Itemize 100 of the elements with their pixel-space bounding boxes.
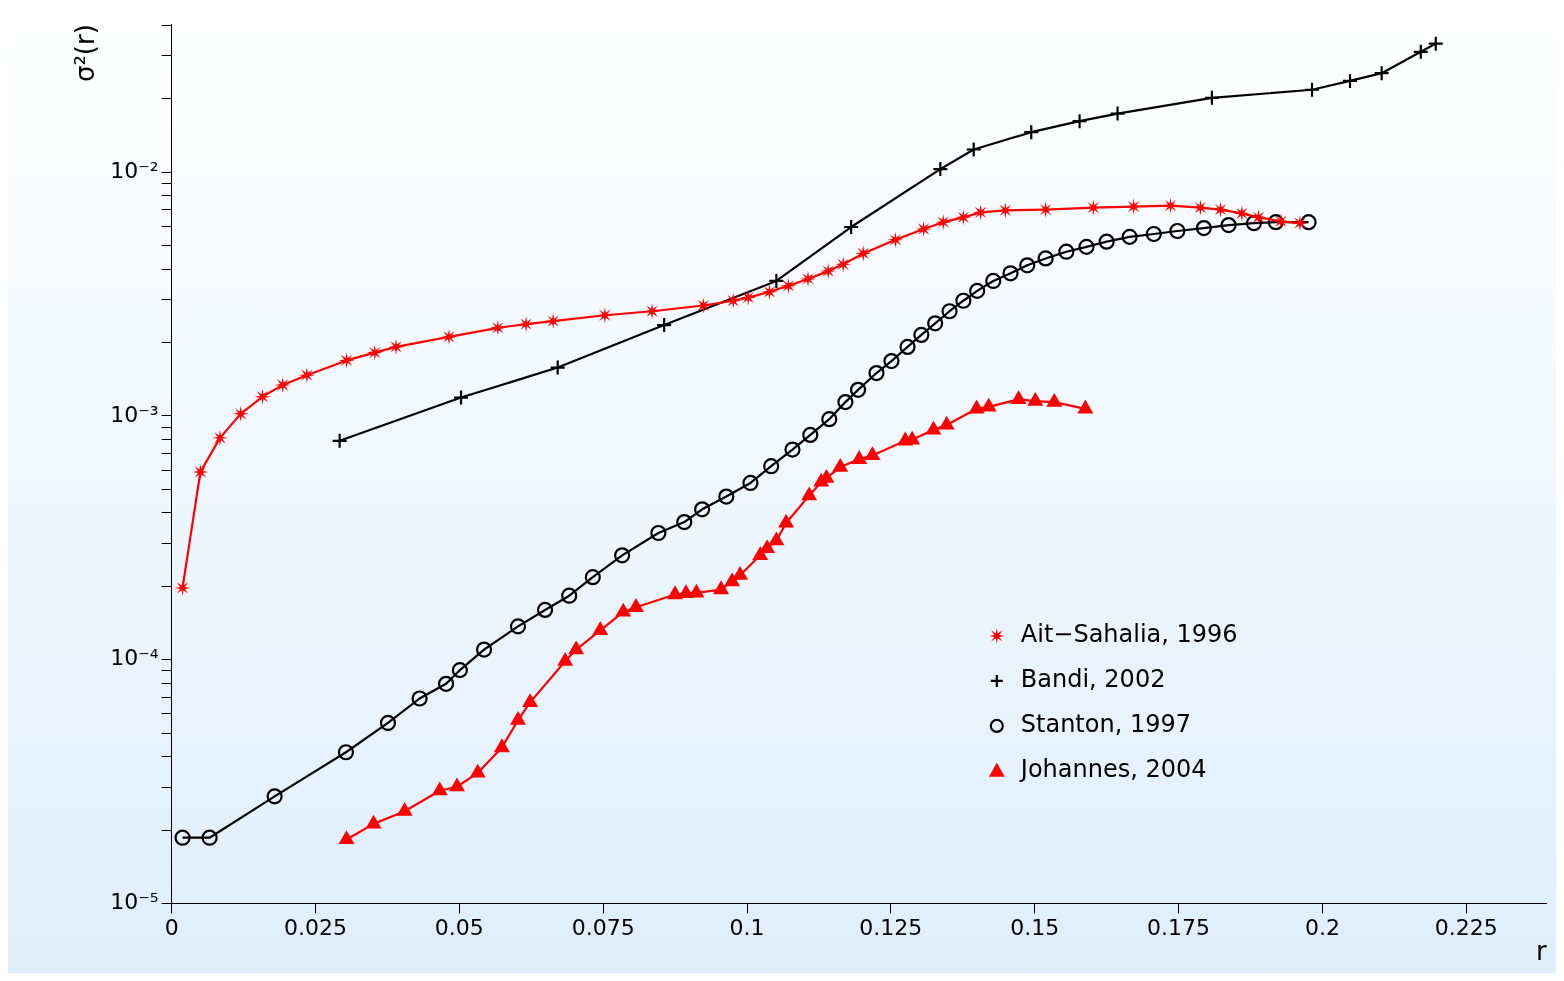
point (972, 204, 989, 221)
point (1195, 220, 1212, 237)
point (835, 256, 852, 273)
x-tick-label: 0.1 (729, 915, 765, 941)
point (1291, 215, 1308, 232)
x-tick-label: 0.175 (1147, 915, 1211, 941)
point (489, 319, 506, 336)
point (558, 653, 573, 666)
point (174, 829, 191, 846)
point (913, 326, 930, 344)
point (452, 389, 470, 406)
y-axis-title: σ²(r) (70, 24, 101, 83)
point (593, 622, 608, 635)
point (211, 429, 228, 446)
point (174, 579, 191, 596)
point (616, 603, 631, 617)
point (266, 788, 283, 805)
point (411, 690, 428, 707)
point (449, 778, 465, 792)
point (379, 714, 397, 732)
point (865, 447, 880, 460)
point (437, 675, 455, 692)
point (849, 381, 867, 398)
point (724, 573, 740, 587)
point (802, 426, 819, 444)
point (337, 744, 355, 761)
point (451, 662, 468, 679)
point (1267, 214, 1284, 231)
point (759, 540, 775, 554)
point (915, 221, 932, 237)
point (955, 292, 972, 309)
point (883, 352, 900, 370)
point (536, 601, 554, 619)
y-tick-label: 10⁻⁴ (110, 645, 159, 671)
point (470, 764, 485, 778)
legend-label: Ait−Sahalia, 1996 (1020, 620, 1238, 649)
point (1002, 265, 1019, 282)
point (1220, 216, 1237, 234)
point (1078, 238, 1095, 255)
point (1233, 205, 1250, 222)
point (1047, 394, 1062, 407)
point (1037, 250, 1054, 267)
x-tick-label: 0.15 (1010, 915, 1060, 941)
legend-label: Stanton, 1997 (1020, 710, 1191, 739)
point (718, 488, 735, 505)
point (1078, 400, 1093, 414)
point (596, 307, 613, 324)
point (232, 405, 249, 422)
point (784, 441, 801, 458)
x-tick-label: 0.125 (859, 915, 923, 941)
point (678, 585, 694, 599)
point (192, 463, 209, 480)
point (1427, 35, 1444, 52)
point (509, 618, 527, 635)
point (769, 532, 784, 546)
y-tick-label: 10⁻² (110, 157, 159, 183)
point (561, 587, 578, 604)
point (927, 315, 944, 332)
x-tick-label: 0.05 (434, 915, 484, 941)
point (1192, 199, 1209, 216)
point (1245, 215, 1263, 232)
point (1098, 233, 1115, 250)
point (713, 581, 729, 595)
point (694, 501, 711, 518)
point (868, 364, 885, 382)
point (1300, 214, 1317, 231)
point (628, 599, 644, 612)
point (1058, 243, 1075, 260)
point (1169, 222, 1186, 240)
point (820, 263, 837, 280)
point (761, 283, 778, 300)
point (510, 712, 526, 725)
point (366, 815, 381, 829)
point (740, 289, 757, 306)
point (676, 513, 693, 531)
point (939, 416, 954, 430)
point (955, 209, 972, 226)
x-tick-label: 0.025 (283, 915, 347, 941)
point (366, 344, 383, 361)
point (833, 458, 848, 472)
point (732, 567, 748, 580)
point (725, 292, 742, 309)
point (855, 245, 872, 262)
point (763, 458, 780, 475)
x-tick-label: 0.075 (571, 915, 635, 941)
x-axis-title: r (1536, 936, 1548, 967)
point (852, 451, 867, 464)
point (941, 303, 958, 320)
point (935, 214, 952, 231)
point (837, 394, 854, 411)
point (254, 388, 271, 405)
point (545, 313, 562, 330)
point (475, 641, 493, 658)
point (1145, 225, 1162, 243)
point (397, 803, 412, 816)
x-tick-label: 0.225 (1434, 915, 1498, 941)
y-tick-label: 10⁻³ (110, 401, 159, 427)
point (780, 277, 797, 294)
point (568, 641, 584, 655)
point (584, 569, 601, 586)
